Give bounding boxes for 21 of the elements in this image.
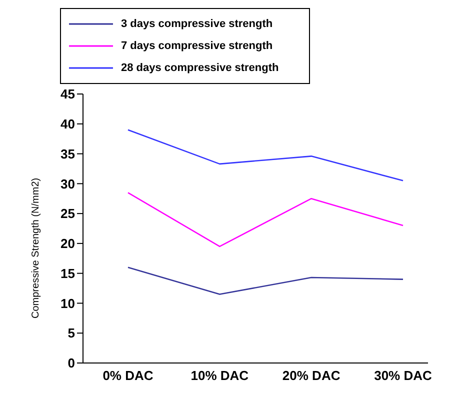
- line-series: [127, 192, 404, 248]
- legend-label: 3 days compressive strength: [121, 18, 273, 30]
- legend-label: 28 days compressive strength: [121, 62, 279, 74]
- y-tick-label: 45: [60, 86, 75, 102]
- y-tick-label: 25: [60, 206, 75, 222]
- y-tick-label: 20: [60, 236, 75, 252]
- y-tick-label: 0: [68, 356, 75, 371]
- y-tick-label: 5: [68, 326, 75, 341]
- legend-label: 7 days compressive strength: [121, 40, 273, 52]
- x-tick-label: 10% DAC: [190, 368, 250, 384]
- y-tick-label: 30: [60, 176, 75, 192]
- y-axis-title: Compressive Strength (N/mm2): [30, 178, 42, 318]
- x-tick-label: 0% DAC: [102, 368, 154, 384]
- y-tick-label: 10: [60, 296, 75, 311]
- x-tick-label: 30% DAC: [374, 368, 433, 384]
- y-tick-label: 35: [60, 146, 75, 162]
- line-series: [127, 129, 404, 182]
- line-series: [127, 266, 404, 295]
- y-tick-label: 15: [60, 266, 75, 281]
- x-tick-label: 20% DAC: [282, 368, 341, 384]
- y-tick-label: 40: [60, 116, 75, 132]
